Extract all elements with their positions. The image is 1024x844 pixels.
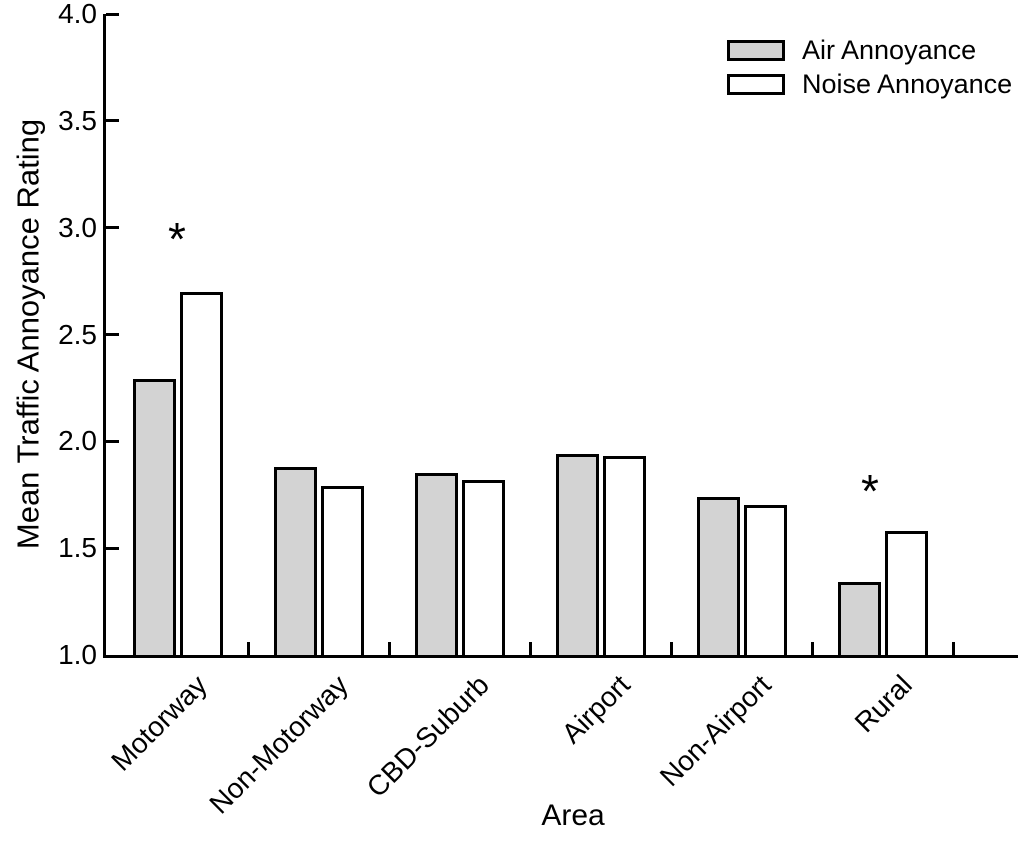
y-axis-tick-label: 1.5 (58, 532, 97, 564)
x-axis-title: Area (541, 799, 605, 832)
x-axis-tick (811, 642, 814, 655)
x-axis-tick (388, 642, 391, 655)
bar-air-annoyance-cbd-suburb (415, 473, 458, 655)
bar-noise-annoyance-non-motorway (321, 486, 364, 655)
legend: Air Annoyance Noise Annoyance (727, 35, 1012, 108)
legend-swatch-noise-annoyance (727, 74, 785, 95)
y-axis-tick-label: 4.0 (58, 0, 97, 29)
x-axis-tick (247, 642, 250, 655)
bar-noise-annoyance-cbd-suburb (462, 479, 505, 655)
y-axis-tick-label: 2.0 (58, 425, 97, 457)
bar-noise-annoyance-airport (603, 456, 646, 655)
plot-area (103, 12, 1018, 658)
x-axis-tick (529, 642, 532, 655)
bar-air-annoyance-motorway (133, 379, 176, 655)
bar-noise-annoyance-non-airport (744, 505, 787, 655)
y-axis-tick (106, 546, 119, 550)
significance-asterisk: * (168, 213, 186, 266)
bar-air-annoyance-rural (838, 582, 881, 655)
x-axis-tick (670, 642, 673, 655)
y-axis-tick (106, 226, 119, 230)
y-axis-tick (106, 439, 119, 443)
y-axis-tick-label: 1.0 (58, 639, 97, 670)
bar-noise-annoyance-rural (885, 531, 928, 655)
bar-air-annoyance-airport (556, 454, 599, 655)
legend-label-air-annoyance: Air Annoyance (802, 35, 977, 65)
bar-air-annoyance-non-airport (697, 496, 740, 655)
y-axis-tick-label: 3.0 (58, 211, 97, 243)
legend-item-air-annoyance: Air Annoyance (727, 35, 1012, 65)
bar-noise-annoyance-motorway (180, 291, 223, 655)
y-axis-tick-label: 3.5 (58, 104, 97, 136)
legend-label-noise-annoyance: Noise Annoyance (802, 69, 1013, 99)
y-axis-tick-label: 2.5 (58, 318, 97, 350)
y-axis-tick (106, 12, 119, 16)
y-axis-tick (106, 333, 119, 336)
bar-air-annoyance-non-motorway (274, 466, 317, 655)
x-axis-tick (952, 642, 955, 655)
y-axis-tick (106, 119, 119, 123)
legend-item-noise-annoyance: Noise Annoyance (727, 69, 1012, 99)
significance-asterisk: * (861, 465, 879, 518)
legend-swatch-air-annoyance (727, 40, 785, 61)
